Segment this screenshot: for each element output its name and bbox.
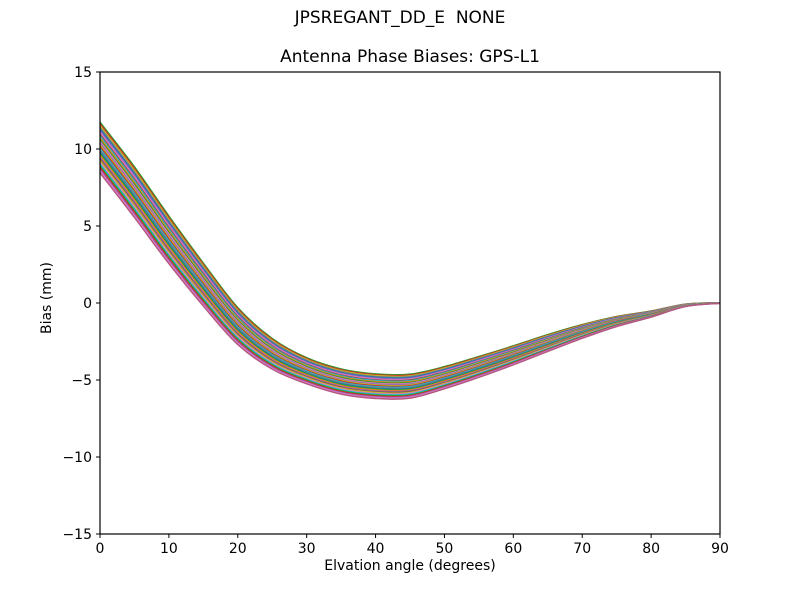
bias-line [99, 121, 721, 376]
x-tick-label: 40 [367, 541, 385, 557]
x-tick-label: 10 [160, 541, 178, 557]
x-tick-label: 20 [229, 541, 247, 557]
y-axis-label: Bias (mm) [39, 261, 55, 335]
y-tick-label: 5 [83, 219, 92, 235]
y-tick-label: 15 [74, 65, 92, 81]
x-tick-label: 50 [436, 541, 454, 557]
y-tick-label: 0 [83, 296, 92, 312]
x-axis-label: Elvation angle (degrees) [324, 558, 496, 574]
bias-line [99, 172, 721, 400]
chart-title: JPSREGANT_DD_E NONE [294, 8, 506, 28]
bias-line [99, 125, 721, 378]
x-tick-label: 70 [573, 541, 591, 557]
bias-line [99, 123, 721, 377]
y-tick-label: −10 [62, 450, 92, 466]
chart-subtitle: Antenna Phase Biases: GPS-L1 [280, 47, 540, 67]
y-tick-label: −15 [62, 527, 92, 543]
x-tick-label: 0 [96, 541, 105, 557]
y-tick-label: −5 [71, 373, 92, 389]
x-tick-label: 90 [711, 541, 729, 557]
x-tick-label: 30 [298, 541, 316, 557]
y-tick-label: 10 [74, 142, 92, 158]
x-tick-label: 80 [642, 541, 660, 557]
plot-frame [99, 71, 721, 535]
x-tick-label: 60 [504, 541, 522, 557]
